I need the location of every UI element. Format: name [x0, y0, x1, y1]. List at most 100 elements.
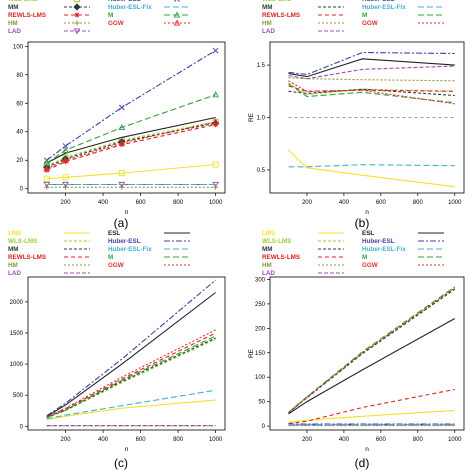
series-line — [288, 164, 455, 168]
chart-panel-1: 2004006008001000020406080100nLMSWLS-LMSM… — [8, 0, 226, 230]
legend-label: Huber-ESL — [362, 0, 395, 3]
y-tick-label: 2000 — [10, 300, 24, 306]
y-tick-label: 150 — [255, 351, 266, 357]
y-tick-label: 0.5 — [257, 168, 266, 174]
legend-label: REWLS-LMS — [8, 12, 46, 19]
panel-caption: (d) — [355, 456, 370, 470]
data-point — [212, 161, 219, 168]
data-point — [212, 47, 219, 54]
series-line — [46, 389, 216, 420]
y-tick-label: 1500 — [10, 331, 24, 337]
y-axis-label: RE — [248, 112, 255, 122]
data-point — [62, 143, 69, 149]
series-line — [288, 77, 455, 82]
legend: LMSWLS-LMSMMREWLS-LMSHMLADESLHuber-ESLHu… — [8, 0, 190, 35]
x-tick-label: 600 — [136, 200, 147, 206]
panel-caption: (a) — [114, 216, 129, 230]
y-tick-label: 0 — [20, 424, 24, 430]
data-point — [43, 165, 51, 172]
data-point — [213, 122, 219, 128]
legend-label: MM — [8, 246, 19, 253]
panel-caption: (b) — [355, 216, 370, 230]
x-tick-label: 400 — [98, 200, 109, 206]
x-tick-label: 200 — [302, 200, 313, 206]
x-tick-label: 600 — [136, 437, 147, 443]
data-point — [212, 91, 219, 98]
plot-frame — [27, 41, 226, 194]
y-tick-label: 300 — [255, 277, 266, 283]
legend-label: Huber-ESL — [108, 238, 141, 245]
legend-label: Huber-ESL-Fix — [362, 246, 406, 253]
legend-label: LAD — [8, 270, 21, 277]
y-tick-label: 250 — [255, 302, 266, 308]
y-tick-label: 0 — [20, 187, 24, 193]
y-tick-label: 50 — [258, 400, 265, 406]
x-axis-label: n — [125, 446, 129, 453]
x-tick-label: 400 — [339, 200, 350, 206]
legend-label: HM — [262, 20, 272, 27]
legend-label: Huber-ESL-Fix — [108, 4, 152, 11]
data-point — [212, 118, 219, 125]
legend-label: LAD — [262, 28, 275, 35]
legend-label: REWLS-LMS — [262, 254, 300, 261]
series-line — [288, 287, 456, 414]
data-point — [62, 174, 69, 181]
panel-caption: (c) — [114, 456, 128, 470]
y-tick-label: 60 — [16, 101, 23, 107]
legend-label: REWLS-LMS — [262, 12, 300, 19]
legend-label: Huber-ESL — [108, 0, 141, 3]
legend-label: GGW — [362, 20, 378, 27]
legend-label: WLS-LMS — [8, 238, 37, 245]
series-line — [46, 335, 216, 419]
data-point — [118, 104, 125, 111]
x-axis-label: n — [365, 209, 369, 216]
y-tick-label: 1.0 — [257, 116, 266, 122]
series-line — [288, 83, 455, 104]
series-line — [288, 65, 455, 80]
series-line — [46, 122, 216, 168]
legend-label: HM — [8, 20, 18, 27]
series-line — [288, 58, 455, 78]
legend-label: M — [108, 254, 113, 261]
series-line — [46, 292, 216, 417]
series-line — [46, 399, 216, 420]
legend: LMSWLS-LMSMMREWLS-LMSHMLADESLHuber-ESLHu… — [262, 230, 444, 277]
data-point — [43, 175, 50, 182]
legend-label: LMS — [262, 230, 275, 237]
legend-label: REWLS-LMS — [8, 254, 46, 261]
y-tick-label: 100 — [13, 44, 24, 50]
legend-marker — [73, 0, 81, 3]
legend-marker — [73, 28, 81, 35]
legend-label: LAD — [8, 28, 21, 35]
series-line — [46, 94, 216, 164]
chart-panel-4: 200 400 600 800 1000 0 50 100 150 200 250 300 n RE LMS… — [248, 230, 465, 470]
legend-marker — [74, 12, 80, 18]
series-line — [46, 332, 216, 418]
series-line — [46, 338, 216, 419]
series-line — [46, 121, 216, 167]
legend-label: GGW — [108, 20, 124, 27]
y-tick-label: 1.5 — [257, 63, 266, 69]
data-point — [62, 146, 69, 153]
x-axis-label: n — [365, 446, 369, 453]
y-tick-label: 100 — [255, 375, 266, 381]
x-tick-label: 800 — [173, 437, 184, 443]
data-point — [118, 123, 126, 131]
legend-label: MM — [262, 246, 273, 253]
legend-marker — [173, 11, 181, 18]
data-point — [44, 167, 50, 173]
series-line — [288, 149, 455, 188]
legend-marker — [73, 3, 81, 11]
legend: LMSWLS-LMSMMREWLS-LMSHMLADESLHuber-ESLHu… — [8, 230, 190, 277]
data-point — [43, 159, 51, 166]
legend-label: M — [362, 12, 367, 19]
legend-label: WLS-LMS — [8, 0, 37, 3]
x-tick-label: 1000 — [209, 437, 223, 443]
legend-label: ESL — [108, 230, 120, 237]
y-axis-label: RE — [248, 348, 255, 358]
y-tick-label: 80 — [16, 73, 23, 79]
legend-label: M — [362, 254, 367, 261]
legend-label: ESL — [362, 230, 374, 237]
chart-panel-3: 200 400 600 800 1000 0 500 1000 1500 2000 n LMSWLS-… — [8, 230, 226, 470]
legend-label: HM — [8, 262, 18, 269]
